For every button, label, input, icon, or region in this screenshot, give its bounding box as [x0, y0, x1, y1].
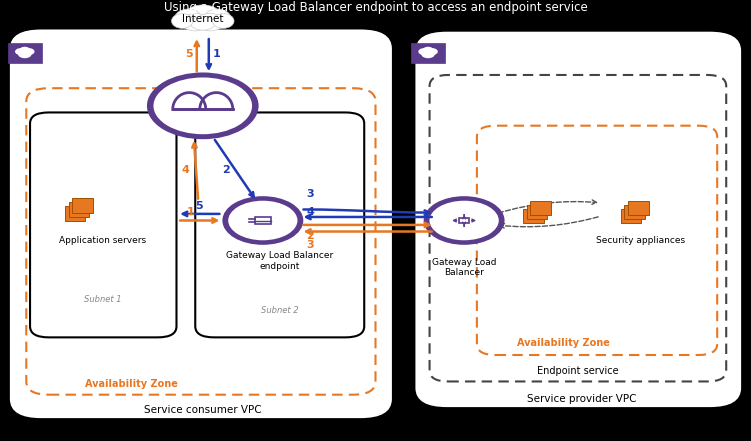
Circle shape — [149, 74, 258, 138]
FancyArrowPatch shape — [454, 219, 457, 222]
Text: Availability Zone: Availability Zone — [85, 379, 178, 389]
Ellipse shape — [213, 14, 234, 28]
Ellipse shape — [195, 13, 225, 31]
FancyArrowPatch shape — [192, 143, 198, 199]
FancyArrowPatch shape — [182, 212, 219, 216]
Text: Security appliances: Security appliances — [596, 236, 685, 245]
FancyBboxPatch shape — [624, 205, 645, 219]
Circle shape — [426, 48, 438, 55]
Text: Endpoint service: Endpoint service — [538, 366, 619, 376]
Text: Service provider VPC: Service provider VPC — [527, 393, 637, 404]
FancyBboxPatch shape — [195, 112, 364, 337]
FancyArrowPatch shape — [180, 218, 217, 223]
Text: 2: 2 — [306, 231, 314, 241]
FancyArrowPatch shape — [463, 215, 466, 219]
Circle shape — [425, 198, 503, 243]
FancyArrowPatch shape — [303, 223, 429, 227]
Circle shape — [227, 199, 299, 242]
FancyBboxPatch shape — [620, 209, 641, 223]
Circle shape — [421, 50, 435, 58]
FancyBboxPatch shape — [8, 43, 42, 63]
Text: 1: 1 — [213, 49, 220, 59]
Text: Internet: Internet — [182, 14, 224, 24]
Ellipse shape — [181, 13, 210, 31]
Text: 5: 5 — [195, 201, 203, 211]
Text: 3: 3 — [306, 189, 314, 199]
FancyArrowPatch shape — [207, 39, 211, 68]
FancyBboxPatch shape — [417, 33, 740, 406]
Text: 4: 4 — [306, 207, 314, 217]
FancyArrowPatch shape — [215, 140, 254, 197]
Ellipse shape — [184, 5, 222, 28]
FancyBboxPatch shape — [65, 206, 86, 220]
Ellipse shape — [171, 14, 193, 28]
Ellipse shape — [174, 9, 202, 28]
FancyBboxPatch shape — [72, 198, 93, 213]
FancyBboxPatch shape — [11, 31, 391, 417]
Text: Using a Gateway Load Balancer endpoint to access an endpoint service: Using a Gateway Load Balancer endpoint t… — [164, 1, 587, 14]
FancyArrowPatch shape — [472, 219, 475, 222]
FancyArrowPatch shape — [463, 222, 466, 226]
Text: 1: 1 — [186, 207, 194, 217]
Circle shape — [423, 47, 433, 53]
Text: Subnet 1: Subnet 1 — [84, 295, 122, 304]
Circle shape — [152, 76, 254, 135]
FancyArrowPatch shape — [195, 42, 199, 71]
Text: Availability Zone: Availability Zone — [517, 338, 610, 348]
Circle shape — [224, 198, 302, 243]
Circle shape — [23, 48, 35, 55]
FancyBboxPatch shape — [526, 205, 547, 219]
Text: Gateway Load
Balancer: Gateway Load Balancer — [432, 258, 496, 277]
FancyArrowPatch shape — [303, 209, 429, 215]
FancyBboxPatch shape — [411, 43, 445, 63]
Circle shape — [18, 50, 32, 58]
Circle shape — [20, 47, 30, 53]
Text: 4: 4 — [182, 165, 189, 175]
Ellipse shape — [204, 9, 231, 28]
Text: 3: 3 — [306, 240, 314, 250]
Circle shape — [418, 48, 430, 55]
Ellipse shape — [191, 16, 215, 30]
Text: Gateway Load Balancer
endpoint: Gateway Load Balancer endpoint — [227, 251, 333, 271]
Text: 2: 2 — [222, 165, 230, 175]
Text: 5: 5 — [185, 49, 193, 59]
FancyBboxPatch shape — [530, 201, 551, 215]
FancyBboxPatch shape — [68, 202, 89, 217]
FancyArrowPatch shape — [306, 215, 432, 219]
FancyArrowPatch shape — [306, 229, 432, 234]
Text: Service consumer VPC: Service consumer VPC — [144, 404, 261, 415]
Circle shape — [15, 48, 27, 55]
FancyBboxPatch shape — [30, 112, 176, 337]
Text: Subnet 2: Subnet 2 — [261, 306, 299, 315]
FancyBboxPatch shape — [523, 209, 544, 223]
Text: Application servers: Application servers — [59, 236, 146, 245]
FancyBboxPatch shape — [628, 201, 649, 215]
Circle shape — [428, 199, 500, 242]
